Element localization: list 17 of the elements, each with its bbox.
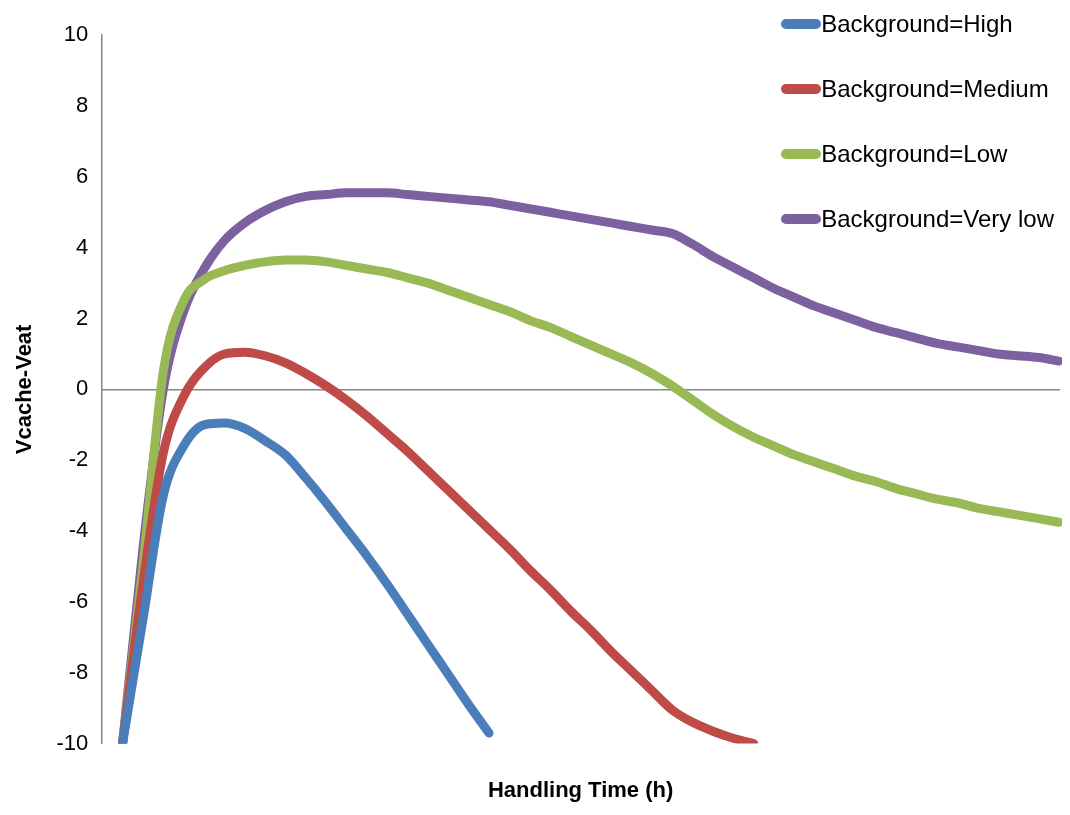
y-tick-label: 8 [75,92,89,118]
x-axis-title: Handling Time (h) [487,776,674,802]
y-tick-label: 4 [75,233,89,259]
legend-label: Background=Medium [821,75,1049,103]
y-tick-label: -6 [68,587,89,613]
y-tick-label: 0 [75,375,89,401]
legend-label: Background=Very low [821,205,1054,233]
y-tick-label: -2 [68,446,89,472]
legend-label: Background=High [821,10,1013,38]
y-tick-label: -10 [56,729,89,755]
y-tick-label: -4 [68,517,89,543]
y-axis-title: Vcache-Veat [11,323,37,455]
y-tick-label: 10 [63,21,89,47]
y-tick-label: -8 [68,658,89,684]
legend-label: Background=Low [821,140,1008,168]
y-tick-label: 2 [75,304,89,330]
y-tick-label: 6 [75,162,89,188]
